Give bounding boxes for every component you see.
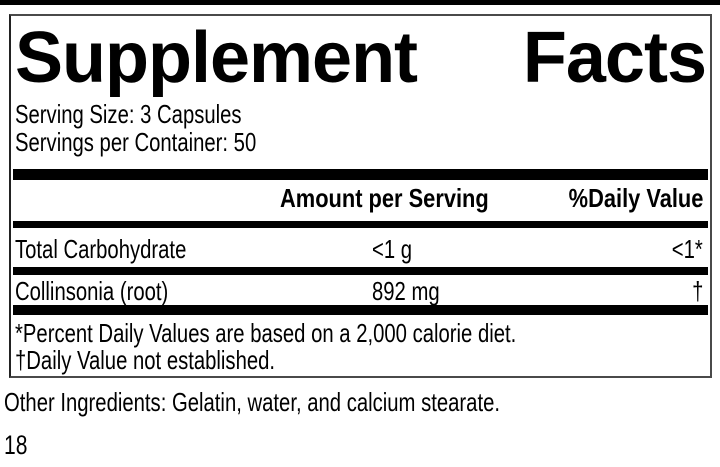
thick-divider-bar-bottom [13, 305, 708, 315]
table-row-collinsonia: Collinsonia (root) 892 mg † [13, 277, 708, 305]
nutrient-name: Total Carbohydrate [15, 234, 187, 264]
page-number: 18 [4, 430, 28, 460]
panel-title: Supplement Facts [15, 18, 707, 100]
amount-per-serving-header: Amount per Serving [280, 183, 489, 213]
daily-value-header: %Daily Value [568, 183, 703, 213]
serving-size-line: Serving Size: 3 Capsules [13, 100, 708, 128]
other-ingredients-line: Other Ingredients: Gelatin, water, and c… [4, 387, 500, 417]
servings-per-container-line: Servings per Container: 50 [13, 128, 708, 156]
supplement-facts-panel: Supplement Facts Serving Size: 3 Capsule… [9, 14, 712, 378]
nutrient-name: Collinsonia (root) [15, 276, 169, 306]
panel-title-word-supplement: Supplement [15, 18, 418, 98]
panel-title-word-facts: Facts [522, 18, 707, 98]
nutrient-amount: 892 mg [372, 276, 440, 306]
servings-per-container-text: Servings per Container: 50 [15, 127, 257, 157]
nutrient-amount: <1 g [372, 234, 413, 264]
table-row-total-carbohydrate: Total Carbohydrate <1 g <1* [13, 234, 708, 264]
divider-bar-below-header [13, 221, 708, 228]
serving-size-text: Serving Size: 3 Capsules [15, 99, 242, 129]
footnote-percent-daily-values: *Percent Daily Values are based on a 2,0… [15, 318, 517, 348]
nutrient-daily-value: <1* [671, 234, 703, 264]
table-header-row: Amount per Serving %Daily Value [13, 182, 708, 214]
top-divider-bar [0, 0, 720, 5]
footnote-daily-value-not-established: †Daily Value not established. [15, 345, 276, 375]
nutrient-daily-value: † [691, 276, 703, 306]
thick-divider-bar-top [13, 169, 708, 180]
divider-bar-between-rows [13, 267, 708, 275]
